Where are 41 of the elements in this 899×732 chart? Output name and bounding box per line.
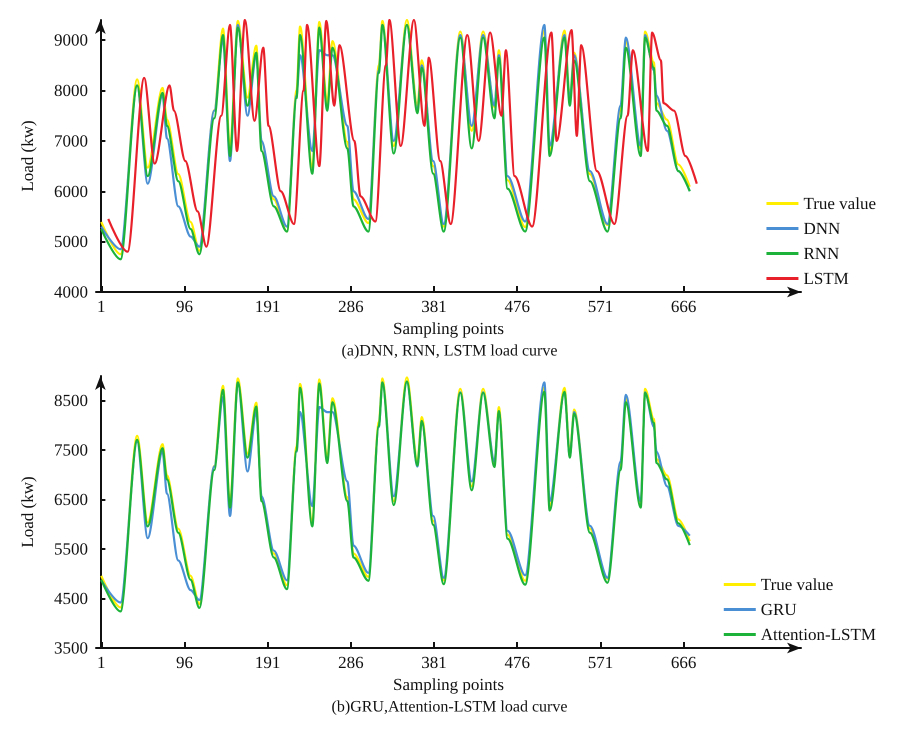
y-tick-label: 5500 xyxy=(54,540,88,559)
y-tick-label: 7500 xyxy=(54,440,88,460)
x-tick-label: 476 xyxy=(504,653,530,672)
y-tick-label: 7000 xyxy=(54,131,88,150)
legend-label: GRU xyxy=(760,600,797,619)
x-tick-label: 1 xyxy=(97,297,106,316)
x-tick-label: 96 xyxy=(176,297,193,316)
y-tick-label: 6500 xyxy=(54,490,88,510)
y-tick-label: 8500 xyxy=(54,391,88,410)
y-tick-label: 4500 xyxy=(54,589,88,608)
y-tick-label: 8000 xyxy=(54,81,88,100)
x-tick-label: 666 xyxy=(670,653,696,672)
legend-label: LSTM xyxy=(803,269,849,288)
y-axis-title: Load (kw) xyxy=(18,476,37,548)
y-tick-label: 9000 xyxy=(54,30,88,50)
x-tick-label: 571 xyxy=(588,297,614,316)
x-tick-label: 381 xyxy=(421,653,447,672)
x-tick-label: 96 xyxy=(176,653,193,672)
x-tick-label: 286 xyxy=(338,297,364,316)
x-tick-label: 666 xyxy=(670,297,696,316)
x-tick-label: 191 xyxy=(254,297,280,316)
x-tick-label: 476 xyxy=(504,297,530,316)
x-tick-label: 1 xyxy=(97,653,106,672)
y-tick-label: 4000 xyxy=(54,282,88,302)
text: (a)DNN, RNN, LSTM load curve xyxy=(342,342,558,360)
y-axis-title: Load (kw) xyxy=(18,120,37,192)
x-axis-title: Sampling points xyxy=(393,318,504,338)
legend-label: True value xyxy=(760,575,834,594)
x-tick-label: 381 xyxy=(421,297,447,316)
legend-label: True value xyxy=(803,194,876,213)
y-tick-label: 5000 xyxy=(54,232,88,252)
legend-label: RNN xyxy=(803,244,840,263)
x-axis-title: Sampling points xyxy=(393,674,504,694)
x-tick-label: 191 xyxy=(254,653,280,672)
text: (b)GRU,Attention-LSTM load curve xyxy=(332,698,568,716)
legend-label: Attention-LSTM xyxy=(760,625,876,644)
legend-label: DNN xyxy=(803,219,840,238)
y-tick-label: 3500 xyxy=(54,638,88,658)
y-tick-label: 6000 xyxy=(54,182,88,201)
x-tick-label: 571 xyxy=(588,653,614,672)
x-tick-label: 286 xyxy=(338,653,364,672)
